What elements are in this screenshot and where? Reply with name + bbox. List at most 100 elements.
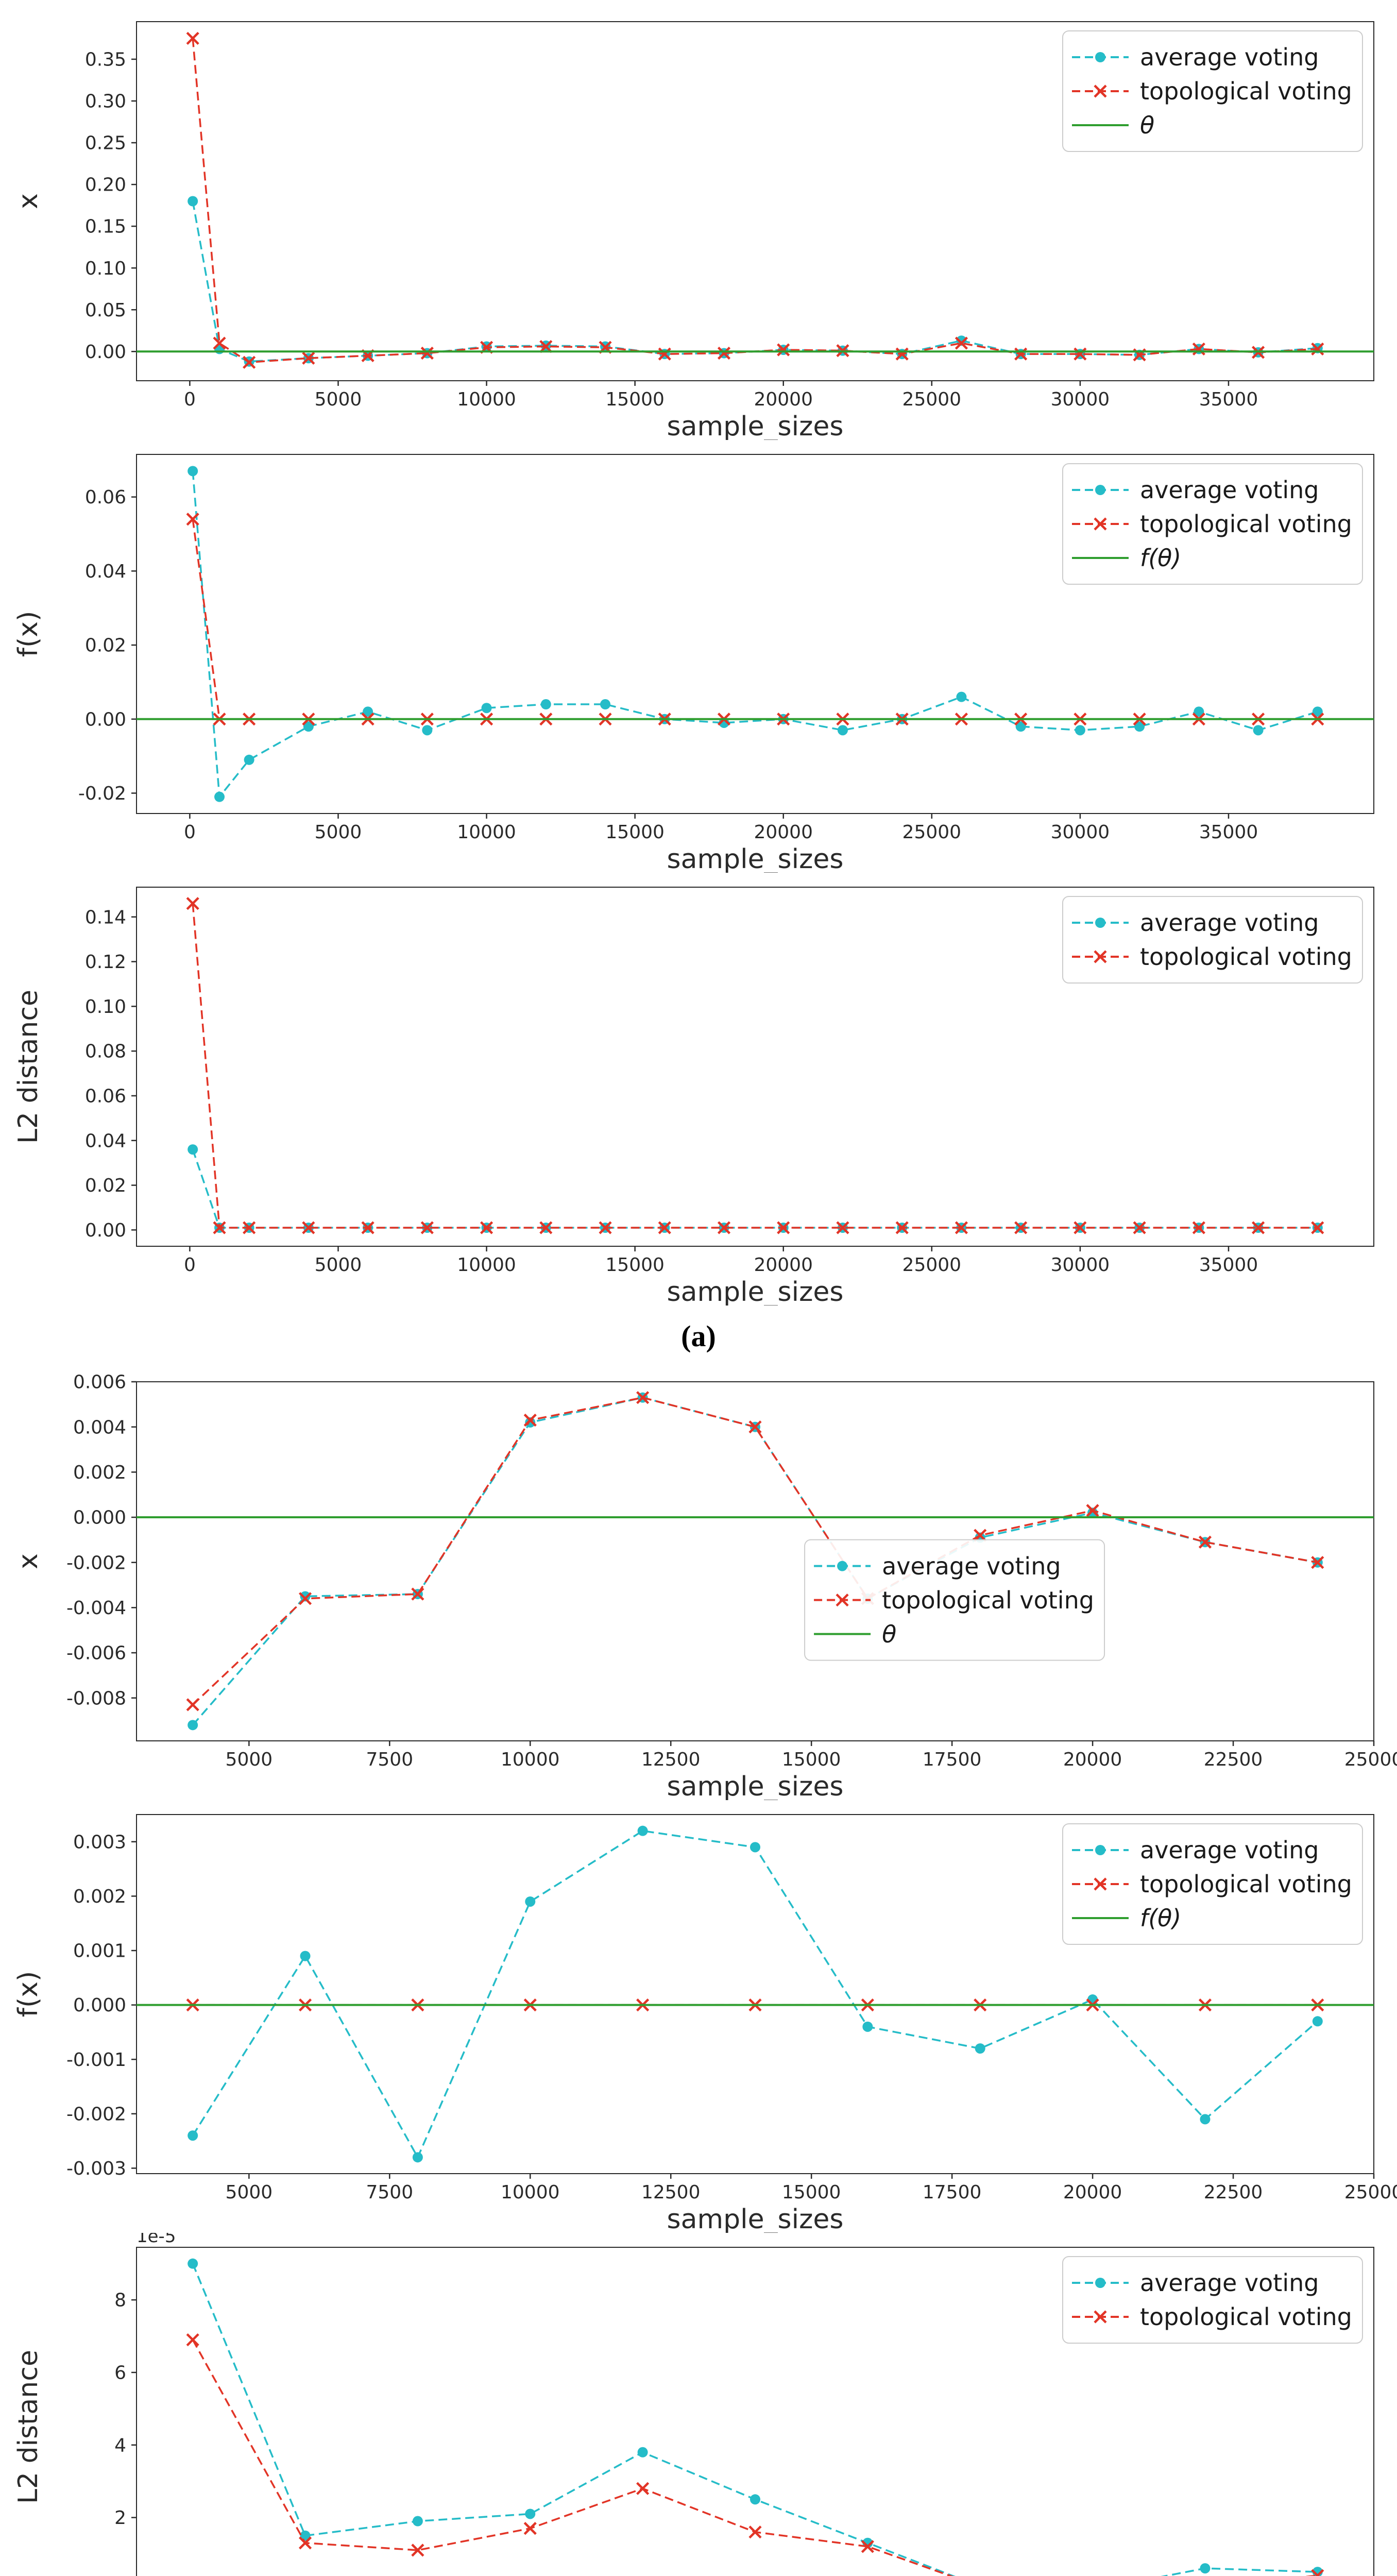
svg-text:0: 0 [184,1255,196,1276]
svg-text:sample_sizes: sample_sizes [667,1771,844,1800]
svg-text:10000: 10000 [457,1255,516,1276]
svg-text:sample_sizes: sample_sizes [667,2204,844,2233]
svg-text:25000: 25000 [902,822,962,843]
svg-text:20000: 20000 [1063,1749,1122,1770]
svg-text:-0.006: -0.006 [66,1643,126,1664]
svg-text:30000: 30000 [1051,822,1110,843]
chart-a-l2-distance: 0 5000 10000 15000 20000 25000 30000 35000 0.00 0… [0,873,1397,1306]
chart-b-fx: 5000 7500 10000 12500 15000 17500 20000 22500 25… [0,1800,1397,2233]
svg-text:10000: 10000 [501,1749,560,1770]
svg-text:0.14: 0.14 [85,907,126,928]
chart-svg-a-fx: 0 5000 10000 15000 20000 25000 30000 35000 -0.02… [13,454,1374,873]
svg-text:20000: 20000 [754,389,813,410]
svg-text:1e-5: 1e-5 [137,2233,176,2247]
svg-text:topological voting: topological voting [1140,1870,1352,1898]
svg-text:topological voting: topological voting [1140,77,1352,105]
svg-text:-0.001: -0.001 [66,2049,126,2071]
svg-text:15000: 15000 [782,2182,841,2203]
panel-a: 0 5000 10000 15000 20000 25000 30000 35000 0.00 0… [0,7,1397,1367]
svg-text:35000: 35000 [1199,1255,1258,1276]
svg-text:25000: 25000 [1344,2182,1397,2203]
svg-text:0.000: 0.000 [73,1507,126,1529]
svg-text:-0.002: -0.002 [66,1552,126,1573]
svg-text:4: 4 [114,2435,126,2456]
svg-text:-0.002: -0.002 [66,2104,126,2125]
svg-text:average voting: average voting [1140,2269,1319,2297]
svg-text:L2 distance: L2 distance [13,2350,44,2504]
svg-text:30000: 30000 [1051,389,1110,410]
svg-text:35000: 35000 [1199,822,1258,843]
svg-text:12500: 12500 [641,1749,701,1770]
svg-text:topological voting: topological voting [1140,2303,1352,2331]
svg-text:0.002: 0.002 [73,1462,126,1483]
svg-text:topological voting: topological voting [882,1586,1094,1614]
svg-text:12500: 12500 [641,2182,701,2203]
svg-text:15000: 15000 [605,1255,665,1276]
svg-text:θ: θ [882,1620,896,1648]
svg-text:5000: 5000 [226,1749,273,1770]
svg-text:-0.003: -0.003 [66,2158,126,2179]
svg-text:7500: 7500 [366,1749,414,1770]
svg-text:0.08: 0.08 [85,1041,126,1062]
chart-b-l2-distance: 5000750010000125001500017500200002250025… [0,2233,1397,2576]
svg-text:10000: 10000 [501,2182,560,2203]
svg-text:35000: 35000 [1199,389,1258,410]
svg-text:17500: 17500 [923,1749,982,1770]
svg-text:0: 0 [184,389,196,410]
svg-text:22500: 22500 [1204,2182,1263,2203]
caption-a: (a) [681,1319,716,1353]
svg-text:0.15: 0.15 [85,216,126,238]
svg-text:25000: 25000 [902,389,962,410]
svg-text:-0.008: -0.008 [66,1688,126,1709]
svg-text:0.04: 0.04 [85,561,126,582]
svg-text:x: x [13,193,44,209]
svg-text:0.006: 0.006 [73,1372,126,1393]
chart-a-x: 0 5000 10000 15000 20000 25000 30000 35000 0.00 0… [0,7,1397,440]
svg-text:0.000: 0.000 [73,1995,126,2016]
svg-text:0.06: 0.06 [85,1086,126,1107]
svg-text:average voting: average voting [882,1552,1061,1580]
svg-text:-0.02: -0.02 [78,783,126,804]
svg-text:7500: 7500 [366,2182,414,2203]
svg-text:average voting: average voting [1140,909,1319,937]
chart-svg-a-l2: 0 5000 10000 15000 20000 25000 30000 35000 0.00 0… [13,887,1374,1306]
svg-text:22500: 22500 [1204,1749,1263,1770]
svg-text:average voting: average voting [1140,476,1319,504]
svg-text:0.003: 0.003 [73,1832,126,1853]
svg-text:15000: 15000 [605,389,665,410]
svg-text:sample_sizes: sample_sizes [667,1277,844,1306]
svg-text:average voting: average voting [1140,43,1319,71]
svg-text:0.10: 0.10 [85,996,126,1018]
svg-text:20000: 20000 [1063,2182,1122,2203]
svg-text:2: 2 [114,2507,126,2529]
svg-text:0.02: 0.02 [85,1175,126,1196]
svg-text:0.04: 0.04 [85,1130,126,1151]
svg-text:f(θ): f(θ) [1140,544,1181,572]
svg-text:25000: 25000 [902,1255,962,1276]
svg-text:0.02: 0.02 [85,635,126,656]
svg-text:5000: 5000 [315,822,362,843]
svg-text:x: x [13,1553,44,1569]
chart-svg-b-fx: 5000 7500 10000 12500 15000 17500 20000 22500 25… [13,1814,1397,2233]
svg-text:sample_sizes: sample_sizes [667,844,844,873]
svg-text:25000: 25000 [1344,1749,1397,1770]
svg-text:0.10: 0.10 [85,258,126,279]
svg-text:15000: 15000 [782,1749,841,1770]
svg-text:10000: 10000 [457,389,516,410]
chart-a-fx: 0 5000 10000 15000 20000 25000 30000 35000 -0.02… [0,440,1397,873]
chart-svg-b-x: 5000 7500 10000 12500 15000 17500 20000 22500 25… [13,1372,1397,1800]
svg-text:5000: 5000 [315,389,362,410]
svg-text:20000: 20000 [754,822,813,843]
svg-text:f(x): f(x) [13,1971,44,2018]
svg-text:0.001: 0.001 [73,1941,126,1962]
svg-text:average voting: average voting [1140,1836,1319,1864]
panel-b: 5000 7500 10000 12500 15000 17500 20000 22500 25… [0,1367,1397,2576]
svg-text:5000: 5000 [226,2182,273,2203]
svg-text:15000: 15000 [605,822,665,843]
svg-text:0.12: 0.12 [85,952,126,973]
svg-text:0.00: 0.00 [85,1220,126,1241]
svg-text:-0.004: -0.004 [66,1598,126,1619]
svg-text:5000: 5000 [315,1255,362,1276]
chart-svg-b-l2: 5000750010000125001500017500200002250025… [13,2233,1374,2576]
svg-text:f(θ): f(θ) [1140,1904,1181,1932]
